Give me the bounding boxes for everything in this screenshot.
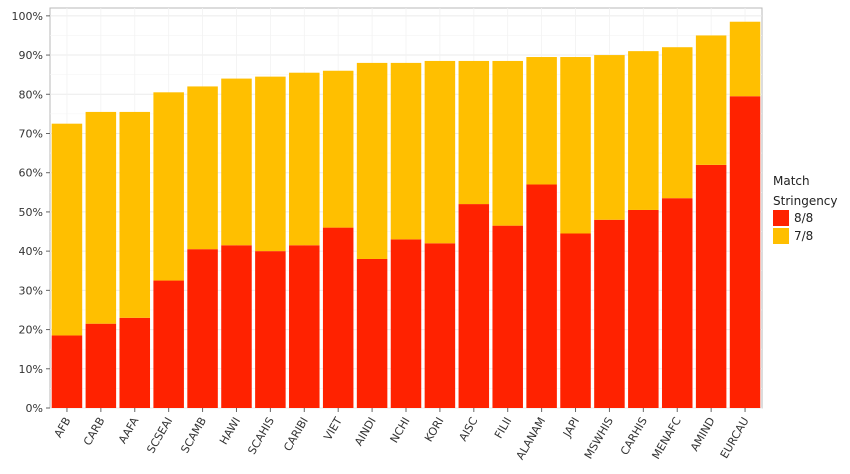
bar-segment-7-of-8-caribi: [289, 72, 320, 246]
y-tick-label: 10%: [19, 363, 43, 376]
bar-segment-8-of-8-amind: [695, 164, 727, 408]
legend-label: 7/8: [794, 229, 813, 243]
x-tick-label: CARHIS: [618, 415, 650, 457]
bar-segment-8-of-8-aindi: [356, 258, 388, 408]
legend-swatch: [773, 228, 789, 244]
x-tick-label: EURCAU: [718, 415, 752, 461]
bar-segment-7-of-8-scamb: [187, 86, 218, 250]
bar-segment-7-of-8-eurcau: [729, 21, 761, 97]
bar-segment-7-of-8-carb: [85, 111, 117, 324]
bar-segment-8-of-8-caribi: [289, 245, 320, 408]
legend-label: 8/8: [794, 211, 813, 225]
x-tick-label: CARIBI: [281, 415, 311, 453]
bar-segment-7-of-8-scseai: [153, 92, 184, 281]
bars: [51, 21, 761, 408]
bar-segment-7-of-8-alanam: [526, 57, 557, 185]
y-axis: 0% 10% 20% 30% 40% 50% 60% 70% 80% 90% 100%: [12, 10, 50, 415]
x-tick-label: SCSEAI: [144, 415, 175, 456]
x-axis: AFB CARB AAFA SCSEAI SCAMB HAWI SCAHIS CARIBI VI…: [52, 408, 752, 462]
bar-segment-8-of-8-aisc: [458, 204, 490, 408]
x-tick-label: AFB: [52, 415, 74, 440]
x-tick-label: HAWI: [217, 415, 243, 447]
bar-segment-8-of-8-scamb: [187, 249, 218, 408]
bar-segment-8-of-8-mswhis: [594, 219, 625, 408]
y-tick-label: 20%: [19, 324, 43, 337]
x-tick-label: AAFA: [116, 415, 142, 446]
bar-segment-7-of-8-nchi: [390, 62, 422, 240]
x-tick-label: SCAMB: [178, 415, 209, 455]
bar-segment-7-of-8-afb: [51, 123, 83, 336]
x-tick-label: FILII: [492, 415, 514, 441]
bar-segment-7-of-8-aisc: [458, 60, 490, 205]
y-tick-label: 50%: [19, 206, 43, 219]
bar-segment-7-of-8-japi: [560, 57, 591, 234]
bar-segment-7-of-8-aindi: [356, 62, 388, 259]
bar-segment-7-of-8-scahis: [255, 76, 286, 252]
x-tick-label: AINDI: [352, 415, 379, 448]
bar-segment-8-of-8-alanam: [526, 184, 557, 408]
bar-segment-8-of-8-nchi: [390, 239, 422, 408]
y-tick-label: 90%: [19, 49, 43, 62]
bar-segment-8-of-8-viet: [322, 227, 354, 408]
bar-segment-8-of-8-afb: [51, 335, 83, 408]
bar-segment-8-of-8-carhis: [628, 209, 659, 408]
x-tick-label: VIET: [321, 415, 345, 443]
bar-segment-7-of-8-menafc: [661, 47, 693, 199]
legend-title-line2: Stringency: [773, 194, 838, 208]
x-tick-label: ALANAM: [514, 415, 549, 462]
bar-segment-7-of-8-hawi: [221, 78, 252, 246]
bar-segment-8-of-8-aafa: [119, 317, 151, 408]
x-tick-label: AMIND: [688, 415, 718, 454]
bar-segment-7-of-8-aafa: [119, 111, 151, 318]
bar-segment-8-of-8-hawi: [221, 245, 252, 408]
x-tick-label: KORI: [422, 415, 446, 444]
bar-segment-8-of-8-carb: [85, 323, 117, 408]
bar-segment-8-of-8-eurcau: [729, 96, 761, 408]
x-tick-label: JAPI: [560, 415, 582, 440]
x-tick-label: NCHI: [388, 415, 413, 445]
bar-segment-8-of-8-filii: [492, 225, 523, 408]
bar-segment-8-of-8-japi: [560, 233, 591, 408]
y-tick-label: 0%: [26, 402, 43, 415]
bar-segment-7-of-8-filii: [492, 60, 523, 226]
y-tick-label: 60%: [19, 167, 43, 180]
bar-segment-8-of-8-kori: [424, 243, 456, 408]
bar-segment-7-of-8-carhis: [628, 51, 659, 210]
y-tick-label: 70%: [19, 127, 43, 140]
bar-segment-7-of-8-viet: [322, 70, 354, 228]
bar-segment-7-of-8-kori: [424, 60, 456, 244]
x-tick-label: MSWHIS: [582, 415, 616, 461]
x-tick-label: SCAHIS: [245, 415, 277, 457]
y-tick-label: 80%: [19, 88, 43, 101]
bar-segment-7-of-8-amind: [695, 35, 727, 165]
x-tick-label: CARB: [81, 415, 107, 448]
legend-swatch: [773, 210, 789, 226]
legend: Match Stringency 8/8 7/8: [773, 174, 838, 244]
bar-segment-8-of-8-scahis: [255, 251, 286, 408]
y-tick-label: 30%: [19, 284, 43, 297]
bar-segment-8-of-8-scseai: [153, 280, 184, 408]
y-tick-label: 40%: [19, 245, 43, 258]
legend-title-line1: Match: [773, 174, 810, 188]
y-tick-label: 100%: [12, 10, 43, 23]
x-tick-label: AISC: [456, 415, 480, 444]
bar-segment-8-of-8-menafc: [661, 198, 693, 408]
bar-segment-7-of-8-mswhis: [594, 55, 625, 220]
x-tick-label: MENAFC: [649, 415, 684, 462]
